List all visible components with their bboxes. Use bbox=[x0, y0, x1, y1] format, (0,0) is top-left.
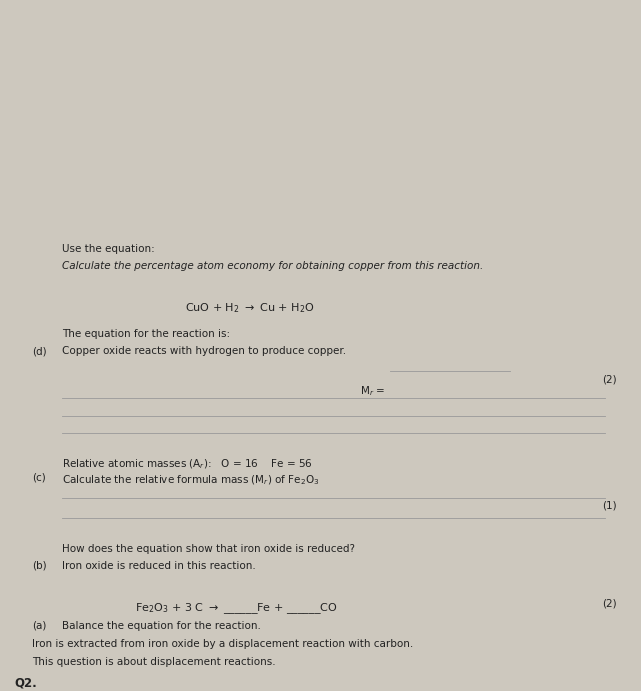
Text: (a): (a) bbox=[32, 621, 46, 631]
Text: (c): (c) bbox=[32, 473, 46, 483]
Text: Copper oxide reacts with hydrogen to produce copper.: Copper oxide reacts with hydrogen to pro… bbox=[62, 346, 346, 356]
Text: Calculate the relative formula mass (M$_r$) of Fe$_2$O$_3$: Calculate the relative formula mass (M$_… bbox=[62, 473, 320, 486]
Text: Fe$_2$O$_3$ + 3 C $\rightarrow$ ______Fe + ______CO: Fe$_2$O$_3$ + 3 C $\rightarrow$ ______Fe… bbox=[135, 601, 338, 616]
Text: (1): (1) bbox=[603, 501, 617, 511]
Text: (2): (2) bbox=[603, 599, 617, 609]
Text: This question is about displacement reactions.: This question is about displacement reac… bbox=[32, 657, 276, 667]
Text: (2): (2) bbox=[603, 375, 617, 385]
Text: M$_r$ =: M$_r$ = bbox=[360, 384, 385, 398]
Text: Balance the equation for the reaction.: Balance the equation for the reaction. bbox=[62, 621, 261, 631]
Text: How does the equation show that iron oxide is reduced?: How does the equation show that iron oxi… bbox=[62, 544, 355, 554]
Text: Iron oxide is reduced in this reaction.: Iron oxide is reduced in this reaction. bbox=[62, 561, 256, 571]
Text: (b): (b) bbox=[32, 561, 47, 571]
Text: CuO + H$_2$ $\rightarrow$ Cu + H$_2$O: CuO + H$_2$ $\rightarrow$ Cu + H$_2$O bbox=[185, 301, 315, 315]
Text: Use the equation:: Use the equation: bbox=[62, 244, 154, 254]
Text: Iron is extracted from iron oxide by a displacement reaction with carbon.: Iron is extracted from iron oxide by a d… bbox=[32, 639, 413, 649]
Text: Q2.: Q2. bbox=[14, 677, 37, 690]
Text: Relative atomic masses (A$_r$):   O = 16    Fe = 56: Relative atomic masses (A$_r$): O = 16 F… bbox=[62, 457, 313, 471]
Text: (d): (d) bbox=[32, 346, 47, 356]
Text: Calculate the percentage atom economy for obtaining copper from this reaction.: Calculate the percentage atom economy fo… bbox=[62, 261, 483, 271]
Text: The equation for the reaction is:: The equation for the reaction is: bbox=[62, 329, 230, 339]
